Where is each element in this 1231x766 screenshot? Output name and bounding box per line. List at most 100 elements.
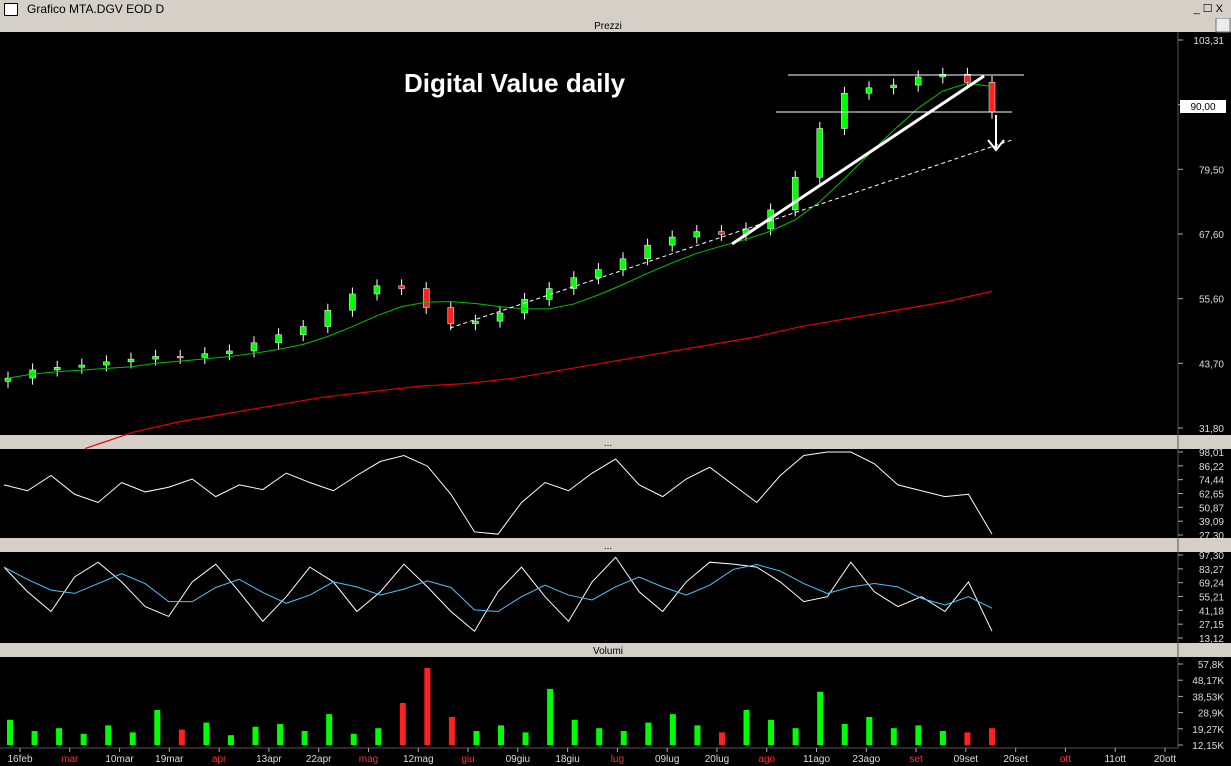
oscillator-line: [3, 556, 993, 632]
volume-bar: [768, 719, 775, 745]
candle-body: [299, 326, 307, 335]
volume-bar: [399, 702, 406, 745]
x-tick-label: giu: [461, 754, 474, 765]
trendline-dashed: [449, 139, 1013, 329]
x-tick-label: 20ott: [1154, 754, 1176, 765]
candle-body: [496, 312, 504, 322]
candle-body: [127, 358, 135, 363]
oscillator-panel-2: 97,30 83,27 69,24 55,21 41,18 27,15 13,12: [3, 551, 1224, 645]
volume-panel-title: Volumi: [593, 646, 623, 657]
y-tick-label: 19,27K: [1192, 725, 1224, 736]
volume-bar: [989, 728, 995, 745]
down-arrow-icon: [987, 139, 1005, 152]
volume-bar: [375, 728, 382, 745]
y-tick-label: 74,44: [1199, 476, 1224, 487]
y-tick-label: 67,60: [1199, 230, 1224, 241]
last-price-label: 90,00: [1190, 102, 1215, 113]
x-tick-label: mag: [359, 754, 378, 765]
candle-body: [53, 366, 61, 371]
candle-body: [841, 92, 848, 129]
volume-bar: [277, 723, 284, 745]
volume-bar: [547, 688, 554, 745]
volume-bar: [350, 733, 357, 745]
candle-body: [275, 334, 282, 344]
y-tick-label: 103,31: [1193, 36, 1224, 47]
y-tick-label: 13,12: [1199, 634, 1224, 645]
candle-body: [324, 310, 332, 327]
candle-body: [472, 320, 479, 325]
volume-bar: [178, 729, 185, 745]
volume-bar: [669, 714, 676, 745]
window-controls[interactable]: _ ☐ X: [1193, 3, 1223, 15]
x-tick-label: lug: [611, 754, 624, 765]
volume-bar: [31, 730, 38, 745]
candle-body: [422, 288, 430, 308]
volume-bar: [743, 709, 750, 745]
volume-bar: [105, 725, 112, 745]
volume-bar: [227, 735, 234, 745]
osc1-panel-header: [0, 435, 1231, 449]
price-panel-title: Prezzi: [594, 21, 622, 32]
x-tick-label: mar: [61, 754, 79, 765]
chart-window-icon: [4, 3, 18, 16]
candle-body: [521, 299, 528, 314]
price-panel-arrow-icon[interactable]: [1215, 18, 1231, 33]
volume-panel: 57,8K 48,17K 38,53K 28,9K 19,27K 12,15K: [7, 660, 1224, 752]
candle-body: [152, 356, 159, 360]
candle-body: [447, 307, 455, 325]
y-tick-label: 43,70: [1199, 359, 1224, 370]
volume-bar: [129, 732, 136, 745]
y-tick-label: 57,8K: [1198, 660, 1224, 671]
y-tick-label: 86,22: [1199, 462, 1224, 473]
candle-body: [718, 231, 725, 235]
volume-bar: [448, 716, 455, 745]
candle-body: [619, 258, 627, 270]
x-tick-label: 09lug: [655, 754, 679, 765]
candle-body: [791, 177, 799, 211]
y-tick-label: 39,09: [1199, 517, 1224, 528]
candle-body: [693, 231, 701, 238]
candle-body: [964, 73, 971, 83]
volume-bar: [890, 728, 897, 745]
chart-area[interactable]: Prezzi ... ... Volumi 103,3191,4079,5067…: [0, 18, 1231, 766]
x-tick-label: 20lug: [705, 754, 729, 765]
window-title: Grafico MTA.DGV EOD D: [27, 2, 165, 16]
volume-bar: [645, 722, 652, 745]
volume-bar: [80, 733, 87, 745]
x-tick-label: 09set: [954, 754, 979, 765]
candle-body: [176, 356, 184, 359]
y-tick-label: 41,18: [1199, 606, 1224, 617]
x-tick-label: 22apr: [306, 754, 332, 765]
x-tick-label: 12mag: [403, 754, 434, 765]
candle-body: [570, 277, 578, 289]
x-tick-label: 13apr: [256, 754, 282, 765]
x-tick-label: ott: [1060, 754, 1071, 765]
x-tick-label: apr: [212, 754, 227, 765]
y-tick-label: 50,87: [1199, 503, 1224, 514]
candle-body: [988, 82, 996, 113]
volume-panel-header: [0, 643, 1231, 657]
moving-average-short-line: [7, 82, 993, 379]
y-tick-label: 27,30: [1199, 531, 1224, 542]
volume-bar: [694, 725, 701, 745]
candle-body: [349, 293, 356, 311]
candle-body: [4, 377, 12, 382]
volume-bar: [154, 709, 161, 745]
y-tick-label: 31,80: [1199, 424, 1224, 435]
volume-bar: [964, 732, 971, 745]
x-tick-label: 11ott: [1104, 754, 1126, 765]
volume-bar: [596, 728, 603, 745]
chart-title: Digital Value daily: [404, 68, 626, 98]
moving-average-long-line: [84, 290, 993, 450]
y-tick-label: 28,9K: [1198, 709, 1224, 720]
volume-bar: [817, 691, 824, 745]
y-tick-label: 69,24: [1199, 579, 1224, 590]
volume-bar: [915, 725, 922, 745]
y-tick-label: 62,65: [1199, 490, 1224, 501]
candle-body: [398, 285, 405, 289]
oscillator-signal-line: [3, 563, 993, 613]
x-tick-label: 23ago: [852, 754, 880, 765]
candle-body: [78, 364, 86, 368]
osc2-panel-title: ...: [604, 541, 612, 552]
